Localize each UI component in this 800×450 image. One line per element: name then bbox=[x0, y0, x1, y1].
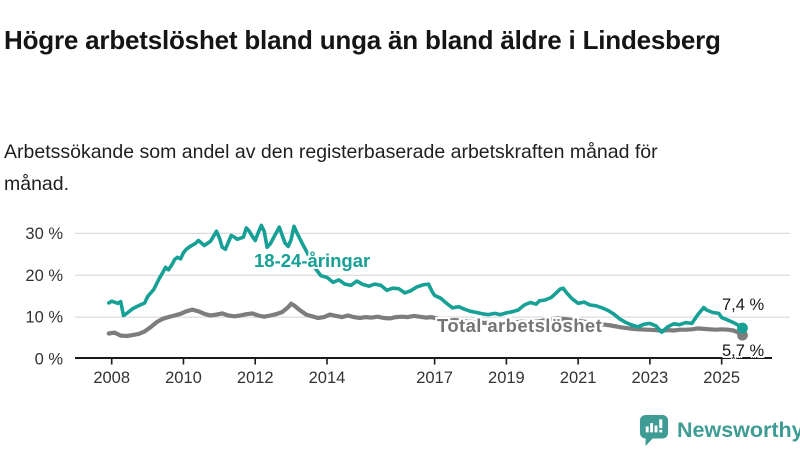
newsworthy-logo[interactable]: Newsworthy bbox=[639, 414, 800, 447]
x-tick-label: 2025 bbox=[703, 369, 740, 387]
page-title: Högre arbetslöshet bland unga än bland ä… bbox=[4, 25, 721, 56]
bar-chart-speech-bubble-icon bbox=[639, 415, 669, 446]
x-tick-label: 2014 bbox=[309, 369, 346, 387]
x-tick-label: 2019 bbox=[488, 369, 525, 387]
logo-bars bbox=[645, 419, 663, 433]
y-axis-labels: 0 % 10 % 20 % 30 % bbox=[25, 225, 63, 369]
series-line-0 bbox=[107, 223, 745, 335]
y-tick-label: 20 % bbox=[25, 267, 63, 285]
x-tick-label: 2008 bbox=[93, 369, 130, 387]
x-axis: 2008 2010 2012 2014 2017 2019 2021 2023 2025 bbox=[75, 357, 772, 387]
x-tick-label: 2021 bbox=[560, 369, 597, 387]
y-tick-label: 0 % bbox=[35, 351, 64, 369]
chart-subtitle: Arbetssökande som andel av den registerb… bbox=[4, 140, 658, 195]
y-tick-label: 10 % bbox=[25, 309, 63, 327]
end-value-label-total: 5,7 % bbox=[722, 342, 765, 360]
series-line-1 bbox=[106, 301, 745, 339]
series-label-youth: 18-24-åringar bbox=[254, 250, 371, 271]
x-tick-label: 2017 bbox=[416, 369, 453, 387]
series-lines bbox=[106, 223, 748, 341]
end-value-label-youth: 7,4 % bbox=[722, 296, 765, 314]
x-tick-label: 2012 bbox=[237, 369, 274, 387]
x-tick-label: 2023 bbox=[632, 369, 669, 387]
x-tick-label: 2010 bbox=[165, 369, 202, 387]
series-label-total: Total arbetslöshet bbox=[437, 315, 603, 336]
brand-name: Newsworthy bbox=[677, 418, 800, 442]
y-tick-label: 30 % bbox=[25, 225, 63, 243]
gridlines bbox=[75, 232, 790, 318]
series-end-dot-0 bbox=[737, 322, 748, 334]
